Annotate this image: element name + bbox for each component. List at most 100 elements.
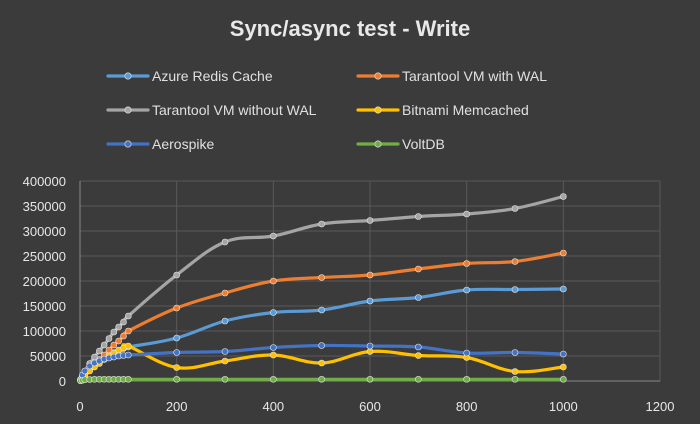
legend-item-voltdb: VoltDB — [356, 136, 445, 152]
data-point — [560, 350, 567, 358]
chart-title: Sync/async test - Write — [230, 16, 470, 41]
legend-label: Azure Redis Cache — [152, 68, 273, 84]
data-point — [125, 342, 132, 350]
y-tick-label: 50000 — [30, 349, 66, 364]
legend-marker — [124, 140, 132, 148]
data-point — [463, 349, 470, 357]
y-tick-label: 150000 — [23, 299, 66, 314]
legend-item-bitnami-memcached: Bitnami Memcached — [356, 102, 529, 118]
data-point — [463, 375, 470, 383]
data-point — [318, 359, 325, 367]
y-tick-label: 400000 — [23, 174, 66, 189]
data-point — [86, 362, 93, 370]
data-point — [173, 304, 180, 312]
x-tick-label: 600 — [359, 399, 381, 414]
y-tick-label: 0 — [59, 374, 66, 389]
data-point — [511, 258, 519, 265]
data-point — [173, 375, 180, 383]
y-tick-label: 250000 — [23, 249, 66, 264]
data-point — [91, 353, 98, 361]
legend-item-azure-redis-cache: Azure Redis Cache — [106, 68, 273, 84]
data-point — [110, 341, 118, 349]
data-point — [221, 289, 229, 297]
legend-item-aerospike: Aerospike — [106, 136, 214, 152]
data-point — [96, 347, 103, 355]
legend-label: Tarantool VM without WAL — [152, 102, 317, 118]
data-point — [415, 213, 422, 220]
legend-marker — [124, 72, 132, 80]
data-point — [105, 335, 113, 342]
data-point — [120, 332, 127, 340]
y-tick-label: 200000 — [23, 274, 66, 289]
data-point — [415, 352, 422, 359]
y-tick-label: 100000 — [23, 324, 66, 339]
data-point — [110, 328, 118, 336]
x-tick-label: 1000 — [549, 399, 578, 414]
data-point — [270, 309, 277, 316]
series-azure-redis-cache — [77, 285, 567, 383]
data-point — [120, 318, 127, 326]
x-tick-label: 800 — [456, 399, 478, 414]
data-point — [560, 363, 567, 371]
data-point — [125, 375, 132, 383]
data-point — [173, 364, 180, 371]
data-point — [318, 375, 325, 383]
x-tick-label: 200 — [166, 399, 188, 414]
data-point — [125, 327, 132, 335]
data-point — [366, 271, 374, 279]
data-point — [270, 232, 277, 240]
data-point — [221, 357, 229, 365]
data-point — [318, 274, 325, 281]
data-point — [270, 375, 277, 383]
x-tick-label: 400 — [262, 399, 284, 414]
data-point — [221, 348, 229, 355]
data-point — [318, 306, 325, 314]
data-point — [366, 348, 374, 355]
data-point — [366, 217, 374, 224]
data-point — [125, 312, 132, 320]
data-point — [173, 271, 180, 279]
data-point — [81, 367, 89, 375]
data-point — [100, 341, 108, 349]
data-point — [270, 344, 277, 351]
data-point — [463, 210, 470, 218]
series-lines — [77, 193, 567, 385]
data-point — [318, 220, 325, 228]
data-point — [560, 375, 567, 383]
x-tick-label: 0 — [76, 399, 83, 414]
data-point — [415, 343, 422, 351]
data-point — [511, 205, 519, 212]
data-point — [560, 193, 567, 200]
y-tick-label: 300000 — [23, 224, 66, 239]
data-point — [221, 375, 229, 383]
legend-item-tarantool-vm-without-wal: Tarantool VM without WAL — [106, 102, 317, 118]
legend-marker — [374, 72, 382, 80]
y-tick-label: 350000 — [23, 199, 66, 214]
legend-label: Tarantool VM with WAL — [402, 68, 547, 84]
data-point — [511, 349, 519, 356]
data-point — [366, 375, 374, 383]
legend: Azure Redis Cache Tarantool VM with WAL Ta… — [106, 68, 547, 152]
x-tick-label: 1200 — [646, 399, 675, 414]
data-point — [560, 249, 567, 257]
data-point — [366, 297, 374, 305]
series-aerospike — [77, 342, 567, 383]
data-point — [221, 317, 229, 325]
data-point — [415, 294, 422, 301]
data-point — [415, 375, 422, 383]
data-point — [115, 337, 122, 345]
legend-marker — [374, 106, 382, 114]
data-point — [415, 265, 422, 273]
series-voltdb — [77, 375, 567, 385]
data-point — [463, 260, 470, 267]
data-point — [560, 285, 567, 293]
data-point — [221, 238, 229, 246]
data-point — [270, 277, 277, 285]
data-point — [173, 334, 180, 342]
legend-label: Aerospike — [152, 136, 214, 152]
data-point — [115, 323, 122, 331]
legend-marker — [124, 106, 132, 114]
legend-item-tarantool-vm-with-wal: Tarantool VM with WAL — [356, 68, 547, 84]
